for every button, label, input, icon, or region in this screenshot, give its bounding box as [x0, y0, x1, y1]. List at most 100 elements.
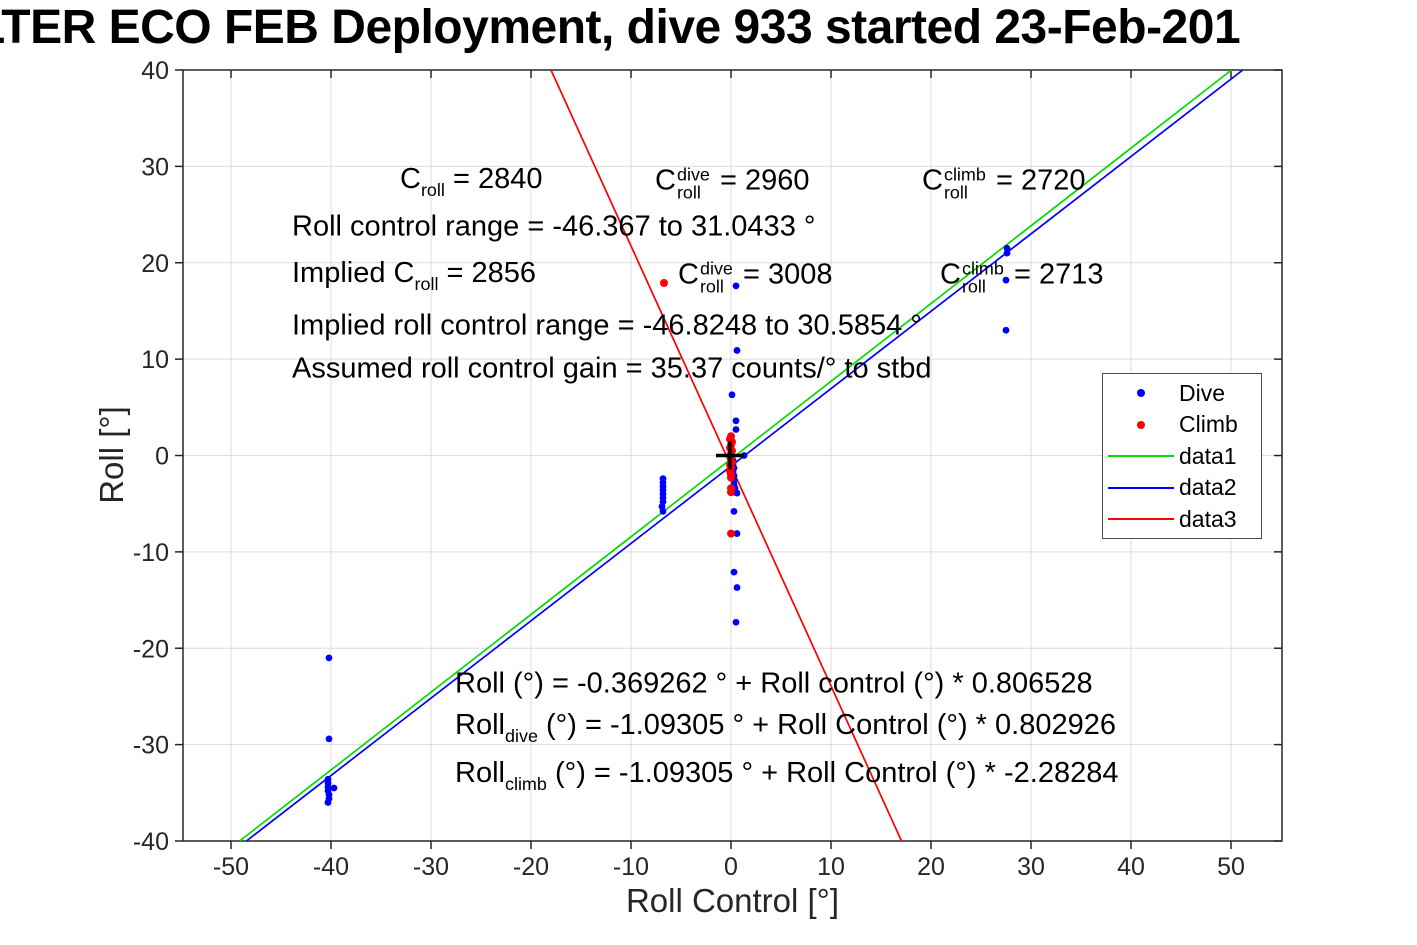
annotation-12: Rollclimb (°) = -1.09305 ° + Roll Contro…: [455, 757, 1118, 795]
scatter-point-climb: [727, 529, 735, 538]
legend-sample-shape: [1108, 455, 1174, 457]
y-tick-label: -10: [133, 539, 169, 567]
x-axis-label: Roll Control [°]: [625, 882, 840, 919]
legend-entry-data3: data3: [1103, 504, 1261, 535]
scatter-point-dive: [1002, 276, 1010, 284]
scatter-point-dive: [1003, 244, 1011, 252]
scatter-point-dive: [324, 799, 332, 806]
y-tick-label: 40: [141, 57, 169, 85]
annotation-text: = 2713: [1005, 258, 1104, 291]
annotation-subscript: roll: [414, 274, 439, 295]
scatter-point-dive: [330, 784, 338, 792]
annotation-text: Implied roll control range = -46.8248 to…: [292, 309, 922, 342]
annotation-text: = 2856: [438, 256, 537, 289]
annotation-text: Assumed roll control gain = 35.37 counts…: [292, 352, 932, 385]
scatter-point-dive: [733, 347, 741, 354]
annotation-subscript: roll: [420, 180, 445, 201]
x-tick-label: -20: [513, 853, 549, 881]
scatter-point-climb: [660, 278, 668, 287]
scatter-point-dive: [659, 507, 667, 515]
annotation-subscript: climb: [504, 774, 547, 795]
y-tick-label: 10: [141, 346, 169, 374]
annotation-text: (°) = -1.09305 ° + Roll Control (°) * 0.…: [537, 708, 1116, 741]
annotation-text: = 2720: [987, 164, 1086, 197]
x-tick-label: 20: [917, 853, 945, 881]
annotation-text: (°) = -1.09305 ° + Roll Control (°) * -2…: [546, 756, 1119, 789]
legend-entry-dive: Dive: [1103, 378, 1261, 409]
y-tick-label: -30: [133, 732, 169, 760]
chart-title: LTER ECO FEB Deployment, dive 933 starte…: [0, 1, 1241, 54]
scatter-point-dive: [733, 584, 741, 591]
x-tick-label: 50: [1217, 853, 1245, 881]
annotation-text: C: [922, 164, 943, 197]
annotation-text: Implied C: [292, 256, 415, 289]
legend-entry-climb: Climb: [1103, 409, 1261, 440]
scatter-point-dive: [1003, 249, 1011, 257]
annotation-text: C: [940, 258, 961, 291]
annotation-11: Rolldive (°) = -1.09305 ° + Roll Control…: [455, 709, 1116, 747]
legend-sample-shape: [1137, 420, 1145, 429]
annotation-supsub: climb roll: [943, 164, 986, 203]
legend-sample-shape: [1108, 518, 1174, 520]
x-tick-label: 10: [817, 853, 845, 881]
x-tick-label: 40: [1117, 853, 1145, 881]
scatter-point-dive: [733, 530, 741, 537]
x-tick-label: 30: [1017, 853, 1045, 881]
scatter-point-dive: [733, 489, 741, 497]
annotation-supsub: climb roll: [961, 258, 1004, 297]
legend-line-data1-icon: [1103, 455, 1179, 457]
scatter-point-dive: [730, 568, 738, 576]
annotation-5: Implied Croll = 2856: [292, 257, 536, 295]
x-tick-label: -10: [613, 853, 649, 881]
scatter-point-climb: [727, 473, 735, 482]
legend-sample-shape: [1108, 486, 1174, 489]
legend-entry-data2: data2: [1103, 472, 1261, 503]
legend: Dive Climb data1 data2 data3: [1102, 373, 1262, 539]
y-tick-label: 20: [141, 250, 169, 278]
x-tick-label: -50: [213, 853, 249, 881]
scatter-point-climb: [727, 488, 735, 497]
y-tick-label: 0: [155, 443, 169, 471]
annotation-supsub: dive roll: [676, 164, 710, 203]
legend-label: Dive: [1179, 379, 1226, 406]
legend-label: Climb: [1179, 411, 1238, 437]
annotation-text: C: [655, 164, 676, 197]
annotation-10: Roll (°) = -0.369262 ° + Roll control (°…: [455, 668, 1093, 701]
scatter-point-dive: [732, 618, 740, 626]
annotation-text: = 2840: [444, 162, 543, 195]
legend-line-data2-icon: [1103, 486, 1179, 489]
annotation-4: Roll control range = -46.367 to 31.0433 …: [292, 211, 815, 244]
x-tick-label: 0: [724, 853, 738, 881]
y-tick-label: -20: [133, 635, 169, 663]
annotation-text: C: [400, 162, 421, 195]
scatter-point-dive: [730, 507, 738, 515]
annotation-1: Croll = 2840: [400, 163, 543, 201]
annotation-text: Roll control range = -46.367 to 31.0433 …: [292, 210, 816, 243]
x-tick-label: -30: [413, 853, 449, 881]
annotation-supsub: dive roll: [699, 258, 733, 297]
annotation-9: Assumed roll control gain = 35.37 counts…: [292, 353, 932, 386]
y-tick-label: 30: [141, 153, 169, 181]
legend-marker-dive-icon: [1103, 389, 1179, 397]
scatter-point-dive: [732, 417, 740, 425]
scatter-point-dive: [1002, 326, 1010, 334]
scatter-point-dive: [732, 426, 740, 433]
annotation-text: Roll: [455, 756, 505, 789]
legend-label: data3: [1179, 505, 1237, 532]
y-tick-label: -40: [133, 828, 169, 856]
annotation-subscript: dive: [504, 726, 538, 747]
legend-sample-shape: [1137, 389, 1145, 397]
scatter-point-dive: [325, 735, 333, 743]
scatter-point-dive: [325, 654, 333, 662]
scatter-point-dive: [728, 391, 736, 399]
annotation-8: Implied roll control range = -46.8248 to…: [292, 310, 922, 343]
legend-label: data1: [1179, 442, 1237, 469]
annotation-text: Roll: [455, 708, 505, 741]
annotation-text: C: [678, 258, 699, 291]
